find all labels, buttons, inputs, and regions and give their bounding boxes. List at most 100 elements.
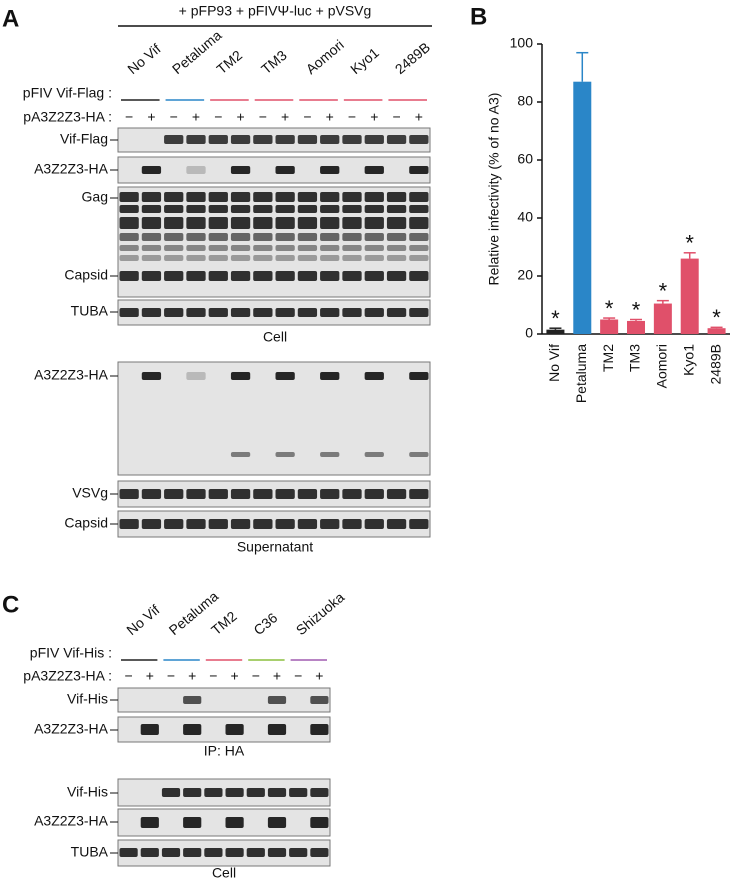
band (230, 192, 251, 202)
band (275, 452, 295, 457)
band (208, 245, 228, 251)
band (320, 233, 340, 241)
significance: * (685, 231, 694, 256)
a3-sign: + (326, 109, 334, 125)
band (409, 271, 429, 281)
x-tick-label: TM2 (600, 344, 616, 372)
band (186, 245, 206, 251)
band (275, 192, 295, 202)
panel-letter: A (2, 5, 19, 32)
band (297, 205, 318, 213)
band (320, 135, 340, 144)
band (386, 245, 407, 251)
band (409, 255, 429, 261)
band (409, 205, 429, 213)
band (164, 205, 184, 213)
band (119, 848, 138, 857)
band (204, 788, 223, 797)
band (275, 217, 295, 229)
y-tick-label: 40 (517, 209, 533, 225)
bar (627, 320, 645, 334)
x-tick-label: Petaluma (573, 344, 589, 403)
band (141, 245, 162, 251)
significance: * (659, 278, 668, 303)
a3-sign: − (214, 109, 222, 125)
blot (117, 687, 331, 713)
band (297, 245, 318, 251)
band (164, 233, 184, 241)
band (225, 848, 244, 857)
band (409, 245, 429, 251)
band (164, 245, 184, 251)
vif-label: TM3 (258, 47, 290, 77)
band (320, 192, 340, 202)
a3-sign: − (303, 109, 311, 125)
band (141, 519, 162, 529)
significance: * (712, 305, 721, 330)
band (246, 788, 265, 797)
band (267, 696, 287, 704)
vif-label: No Vif (123, 601, 162, 638)
a3-sign: + (147, 109, 155, 125)
band (310, 788, 329, 797)
band (186, 255, 206, 261)
band (164, 519, 184, 529)
band (342, 519, 362, 529)
band (364, 192, 384, 202)
band (119, 245, 139, 251)
band (310, 817, 329, 828)
band (230, 217, 251, 229)
band (320, 217, 340, 229)
a3-sign: + (236, 109, 244, 125)
band (342, 192, 362, 202)
band (364, 255, 384, 261)
band (186, 192, 206, 202)
band (253, 519, 273, 529)
bar (600, 319, 619, 334)
band (141, 271, 162, 281)
vif-label: Kyo1 (347, 44, 382, 77)
x-tick-label: Kyo1 (680, 344, 696, 376)
vif-label: Shizuoka (293, 589, 348, 638)
band (342, 205, 362, 213)
panel-letter: B (470, 3, 487, 30)
x-tick-label: 2489B (707, 344, 723, 384)
band (267, 817, 287, 828)
blot-label: Gag (82, 189, 108, 205)
treatment: + pFP93 + pFIVΨ-luc + pVSVg (179, 3, 372, 19)
band (119, 233, 139, 241)
a3-sign: + (231, 668, 239, 684)
band (208, 519, 228, 529)
band (320, 308, 340, 317)
x-tick-label: No Vif (546, 344, 562, 382)
band (275, 205, 295, 213)
band (320, 489, 340, 499)
band (253, 135, 273, 144)
band (253, 205, 273, 213)
vif-label: No Vif (124, 40, 163, 77)
band (310, 696, 329, 704)
band (409, 233, 429, 241)
a3-sign: − (392, 109, 400, 125)
bar (546, 329, 565, 334)
band (164, 217, 184, 229)
band (320, 255, 340, 261)
band (208, 135, 228, 144)
bar (680, 258, 699, 334)
band (364, 372, 384, 380)
band (183, 788, 202, 797)
band (141, 255, 162, 261)
a3-sign: − (294, 668, 302, 684)
vif-label: C36 (250, 609, 280, 638)
band (386, 308, 407, 317)
band (275, 233, 295, 241)
band (186, 271, 206, 281)
band (141, 217, 162, 229)
band (164, 255, 184, 261)
band (275, 166, 295, 174)
band (289, 788, 308, 797)
band (275, 308, 295, 317)
band (364, 519, 384, 529)
a3-sign: + (273, 668, 281, 684)
band (230, 308, 251, 317)
